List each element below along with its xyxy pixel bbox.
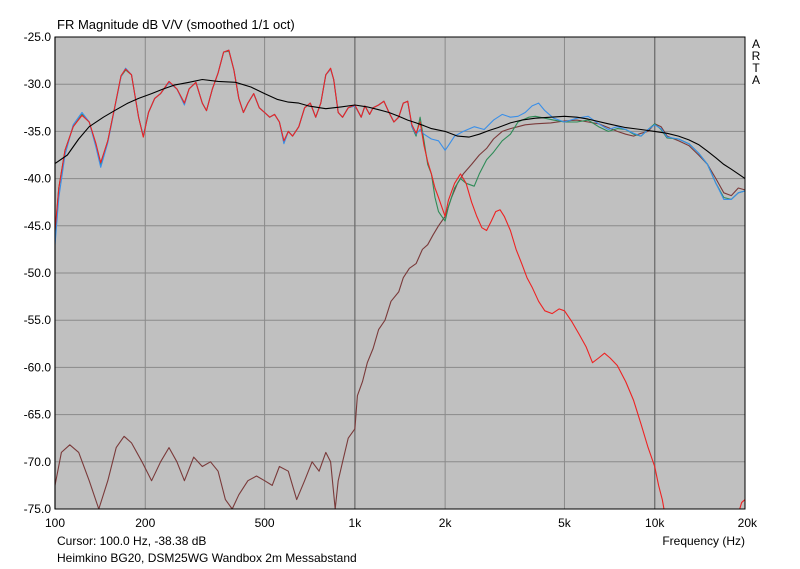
x-axis-label: Frequency (Hz): [662, 534, 745, 548]
x-tick-label: 200: [135, 516, 155, 530]
brand-letter: R: [751, 49, 761, 63]
x-tick-label: 20k: [738, 516, 758, 530]
y-tick-label: -60.0: [24, 360, 52, 374]
y-tick-label: -40.0: [24, 172, 52, 186]
y-tick-label: -30.0: [24, 77, 52, 91]
y-tick-label: -75.0: [24, 502, 52, 516]
brand-letter: T: [752, 61, 760, 75]
brand-letter: A: [751, 37, 760, 51]
plot-border: [54, 36, 746, 510]
x-axis-ticks: 100 200 500 1k 2k 5k 10k 20k: [45, 516, 758, 530]
y-tick-label: -50.0: [24, 266, 52, 280]
y-tick-label: -70.0: [24, 455, 52, 469]
y-tick-label: -45.0: [24, 219, 52, 233]
y-axis-ticks: -25.0 -30.0 -35.0 -40.0 -45.0 -50.0 -55.0 -60.0…: [24, 30, 52, 516]
measurement-note: Heimkino BG20, DSM25WG Wandbox 2m Messab…: [57, 551, 357, 565]
series-line-1: [55, 119, 745, 509]
x-tick-label: 2k: [439, 516, 453, 530]
arta-brand-label: A R T A: [750, 38, 762, 86]
cursor-readout: Cursor: 100.0 Hz, -38.38 dB: [57, 534, 207, 548]
brand-letter: A: [751, 73, 760, 87]
x-tick-label: 5k: [558, 516, 572, 530]
y-tick-label: -35.0: [24, 124, 52, 138]
y-tick-label: -55.0: [24, 313, 52, 327]
series-line-4: [55, 49, 745, 509]
chart-title: FR Magnitude dB V/V (smoothed 1/1 oct): [57, 17, 295, 32]
series-line-5: [55, 78, 745, 180]
x-tick-label: 1k: [349, 516, 363, 530]
y-tick-label: -65.0: [24, 408, 52, 422]
x-tick-label: 100: [45, 516, 65, 530]
x-tick-label: 10k: [645, 516, 665, 530]
x-tick-label: 500: [255, 516, 275, 530]
y-tick-label: -25.0: [24, 30, 52, 44]
series-lines: [55, 49, 745, 509]
